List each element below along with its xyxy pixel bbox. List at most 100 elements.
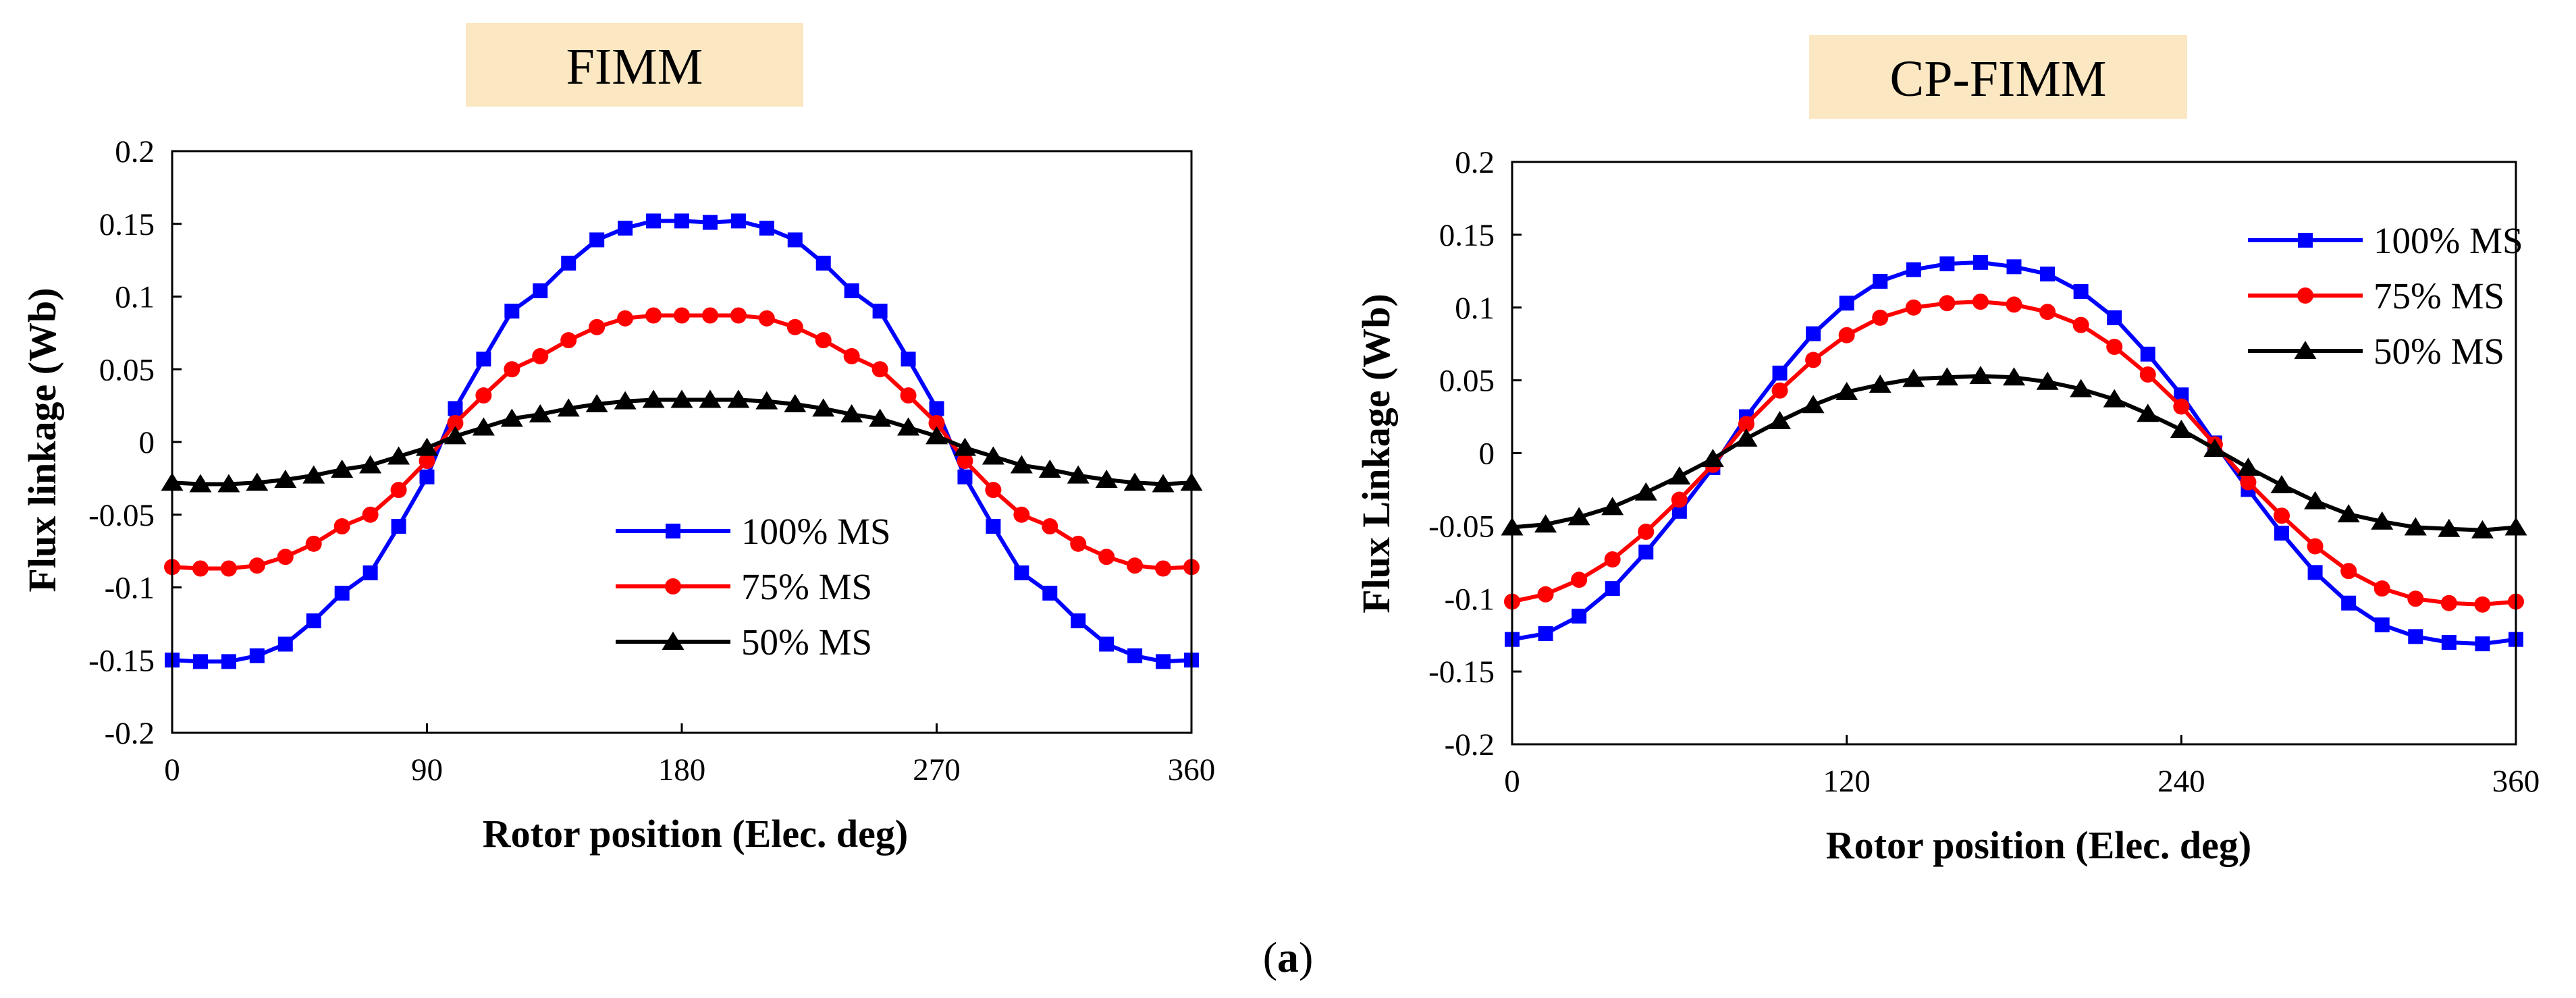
data-point bbox=[787, 232, 803, 248]
data-point bbox=[2006, 296, 2022, 313]
data-point bbox=[645, 307, 662, 324]
data-point bbox=[840, 404, 863, 423]
data-point bbox=[419, 469, 435, 484]
data-point bbox=[504, 304, 520, 319]
data-point bbox=[701, 307, 718, 324]
data-point bbox=[869, 408, 892, 427]
chart-title: FIMM bbox=[566, 38, 703, 95]
data-point bbox=[359, 455, 382, 474]
data-point bbox=[2203, 439, 2226, 458]
chart-cp-fimm: CP-FIMM 0.2 0.15 0.1 0.05 0 -0.05 -0.1 -0.15 -0.… bbox=[1354, 35, 2540, 867]
data-point bbox=[1939, 295, 1956, 312]
data-point bbox=[1806, 326, 1821, 341]
data-point bbox=[419, 453, 435, 470]
data-point bbox=[2304, 491, 2327, 509]
data-point bbox=[561, 255, 576, 271]
y-tick-label: -0.2 bbox=[1445, 727, 1495, 763]
data-point bbox=[2274, 507, 2290, 524]
data-point bbox=[2003, 367, 2025, 386]
data-point bbox=[1935, 367, 1958, 386]
legend-swatch-marker bbox=[666, 524, 680, 538]
series-50-ms bbox=[161, 389, 1203, 493]
series-line bbox=[1511, 374, 2517, 532]
data-point bbox=[2236, 458, 2259, 476]
data-point bbox=[1735, 428, 1758, 447]
series-100-ms bbox=[1505, 254, 2523, 652]
data-point bbox=[674, 213, 689, 229]
data-point bbox=[1042, 518, 1058, 534]
data-point bbox=[1906, 262, 1921, 277]
data-point bbox=[957, 469, 973, 484]
legend-label: 100% MS bbox=[741, 511, 891, 552]
chart-title-box bbox=[1809, 35, 2187, 119]
series-line bbox=[171, 397, 1192, 487]
data-point bbox=[1872, 309, 1889, 326]
data-point bbox=[759, 221, 774, 236]
data-point bbox=[953, 437, 976, 456]
y-tick-label: 0.2 bbox=[1455, 145, 1495, 180]
data-point bbox=[472, 417, 495, 436]
data-point bbox=[1668, 466, 1691, 485]
data-point bbox=[730, 213, 746, 229]
chart-fimm: FIMM 0.2 0.15 0.1 0.05 0 -0.05 -0.1 -0.15 -0.2 0… bbox=[20, 23, 1215, 856]
data-point bbox=[2475, 636, 2490, 652]
data-point bbox=[674, 307, 690, 324]
series-line bbox=[1511, 260, 2517, 646]
legend-label: 50% MS bbox=[741, 621, 872, 663]
data-point bbox=[2404, 517, 2427, 536]
data-point bbox=[1638, 545, 1654, 560]
series-100-ms bbox=[165, 213, 1199, 669]
data-point bbox=[390, 482, 407, 499]
data-point bbox=[1634, 482, 1657, 501]
data-point bbox=[957, 453, 973, 470]
x-axis-label: Rotor position (Elec. deg) bbox=[483, 812, 908, 856]
tick-marks bbox=[171, 150, 1193, 734]
caption-letter: a bbox=[1277, 933, 1299, 981]
y-tick-label: -0.1 bbox=[105, 571, 155, 606]
data-point bbox=[614, 391, 637, 410]
data-point bbox=[220, 560, 237, 577]
data-point bbox=[2006, 259, 2022, 275]
data-point bbox=[1042, 586, 1058, 601]
data-point bbox=[444, 426, 466, 445]
data-point bbox=[1973, 254, 1988, 270]
y-tick-label: 0 bbox=[1479, 437, 1495, 472]
x-tick-label: 270 bbox=[913, 752, 961, 787]
data-point bbox=[362, 506, 379, 523]
legend: 100% MS 75% MS 50% MS bbox=[2248, 220, 2523, 372]
data-point bbox=[217, 474, 240, 493]
data-point bbox=[702, 215, 718, 230]
data-point bbox=[2073, 284, 2089, 300]
legend-swatch-marker bbox=[2297, 287, 2313, 304]
data-point bbox=[1802, 395, 1825, 414]
data-point bbox=[2340, 563, 2357, 580]
data-point bbox=[2438, 518, 2461, 537]
y-tick-label: 0.15 bbox=[99, 207, 155, 242]
data-point bbox=[2374, 617, 2390, 633]
data-point bbox=[1869, 375, 1891, 393]
data-point bbox=[2373, 580, 2390, 597]
y-tick-label: 0.1 bbox=[115, 280, 155, 315]
data-point bbox=[1071, 613, 1086, 629]
data-point bbox=[1152, 474, 1175, 493]
data-point bbox=[985, 482, 1002, 499]
data-point bbox=[1010, 455, 1033, 474]
chart-title: CP-FIMM bbox=[1890, 51, 2107, 107]
data-point bbox=[249, 648, 265, 663]
data-point bbox=[901, 352, 916, 367]
data-point bbox=[986, 518, 1001, 534]
data-point bbox=[1839, 296, 1854, 311]
y-tick-label: 0.05 bbox=[1439, 364, 1495, 399]
data-point bbox=[786, 318, 803, 335]
data-point bbox=[1902, 368, 1925, 387]
data-point bbox=[302, 465, 325, 484]
data-point bbox=[1567, 507, 1590, 526]
data-point bbox=[1771, 382, 1788, 399]
data-point bbox=[1772, 365, 1788, 381]
data-point bbox=[2039, 304, 2056, 321]
plot-frame bbox=[1511, 161, 2517, 746]
data-point bbox=[192, 560, 209, 577]
legend: 100% MS 75% MS 50% MS bbox=[616, 511, 891, 663]
x-tick-label: 90 bbox=[411, 752, 443, 787]
chart-title-box bbox=[466, 23, 803, 107]
